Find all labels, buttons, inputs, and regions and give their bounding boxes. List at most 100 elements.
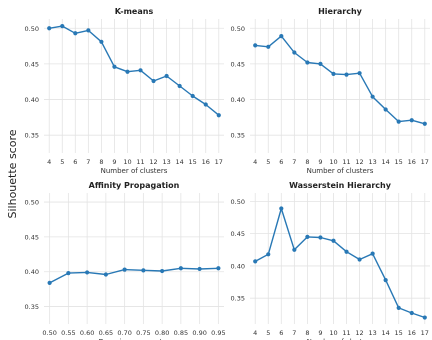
x-tick-label: 12: [149, 158, 157, 166]
figure-y-axis-label: Silhouette score: [6, 129, 19, 218]
data-point: [253, 259, 258, 264]
y-tick-label: 0.50: [25, 25, 39, 33]
data-point: [383, 278, 388, 283]
x-tick-label: 7: [292, 158, 296, 166]
x-tick-label: 0.85: [174, 329, 188, 337]
data-point: [292, 247, 297, 252]
data-point: [266, 252, 271, 257]
data-point: [396, 305, 401, 310]
x-axis-label: Number of clusters: [101, 167, 168, 175]
y-tick-label: 0.45: [25, 60, 39, 68]
x-tick-label: 4: [253, 329, 257, 337]
subplot-affinity-propagation: 0.50 0.55 0.60 0.65 0.70 0.75 0.80 0.85 0.90 0.95…: [25, 181, 226, 340]
subplot-panels: 4 5 6 7 8 9 10 11 12 13 14 15 16 17 0.35 0.40 0.45 0.50 K-…: [25, 7, 430, 340]
data-point: [160, 268, 165, 274]
x-tick-label: 0.60: [80, 329, 94, 337]
y-tick-label: 0.35: [25, 303, 39, 311]
x-tick-label: 10: [329, 329, 337, 337]
data-point: [422, 121, 427, 126]
subplot-kmeans: 4 5 6 7 8 9 10 11 12 13 14 15 16 17 0.35 0.40 0.45 0.50 K-…: [25, 7, 224, 175]
x-tick-label: 12: [355, 329, 363, 337]
y-tick-label: 0.40: [231, 262, 245, 270]
x-tick-label: 0.55: [61, 329, 75, 337]
data-point: [103, 272, 108, 277]
data-point: [422, 315, 427, 320]
data-point: [47, 26, 52, 31]
data-point: [73, 31, 78, 36]
data-point: [305, 60, 310, 65]
x-axis-label: Number of clusters: [307, 167, 374, 175]
x-tick-label: 0.95: [211, 329, 225, 337]
x-tick-label: 5: [266, 329, 270, 337]
data-point: [122, 267, 127, 272]
series-line: [254, 207, 426, 319]
data-point: [85, 270, 90, 275]
subplot-wasserstein-hierarchy: 4 5 6 7 8 9 10 11 12 13 14 15 16 17 0.35 0.40 0.45 0.50 Wa…: [231, 181, 430, 340]
x-tick-label: 6: [279, 329, 283, 337]
data-point: [141, 268, 146, 273]
x-tick-label: 16: [408, 158, 416, 166]
data-point: [138, 68, 143, 73]
series-line: [49, 267, 219, 284]
x-tick-label: 0.80: [155, 329, 169, 337]
data-point: [305, 234, 310, 239]
data-point: [177, 83, 182, 89]
x-tick-label: 0.90: [192, 329, 206, 337]
x-tick-label: 5: [60, 158, 64, 166]
x-tick-label: 17: [421, 329, 429, 337]
data-point: [383, 107, 388, 112]
data-point: [151, 78, 156, 84]
x-tick-label: 10: [123, 158, 131, 166]
y-tick-label: 0.50: [231, 198, 245, 206]
x-tick-label: 16: [408, 329, 416, 337]
data-point: [216, 266, 221, 271]
x-tick-label: 15: [189, 158, 197, 166]
data-point: [86, 28, 91, 33]
x-tick-label: 17: [215, 158, 223, 166]
x-tick-label: 13: [162, 158, 170, 166]
data-point: [266, 44, 271, 49]
x-tick-label: 9: [112, 158, 116, 166]
y-tick-label: 0.40: [25, 96, 39, 104]
x-tick-label: 7: [86, 158, 90, 166]
x-tick-label: 9: [318, 158, 322, 166]
data-point: [357, 71, 362, 76]
series-line: [49, 25, 220, 116]
data-point: [279, 206, 284, 211]
data-point: [279, 34, 284, 39]
x-tick-label: 12: [355, 158, 363, 166]
x-tick-label: 14: [176, 158, 184, 166]
x-tick-label: 8: [305, 329, 309, 337]
data-point: [318, 235, 323, 240]
data-point: [178, 266, 183, 271]
subplot-title: Wasserstein Hierarchy: [289, 181, 392, 190]
x-tick-label: 11: [342, 158, 350, 166]
y-tick-label: 0.45: [231, 60, 245, 68]
data-point: [203, 102, 208, 107]
x-tick-label: 17: [421, 158, 429, 166]
y-tick-label: 0.50: [231, 25, 245, 33]
data-point: [331, 71, 336, 76]
subplot-title: Hierarchy: [318, 7, 363, 16]
x-tick-label: 0.70: [117, 329, 131, 337]
y-tick-label: 0.35: [231, 132, 245, 140]
x-tick-label: 8: [99, 158, 103, 166]
data-point: [216, 113, 221, 118]
y-tick-label: 0.50: [25, 199, 39, 207]
y-tick-label: 0.35: [231, 295, 245, 303]
y-tick-label: 0.45: [25, 233, 39, 241]
x-tick-label: 13: [368, 158, 376, 166]
x-tick-label: 15: [395, 158, 403, 166]
y-tick-label: 0.40: [231, 96, 245, 104]
x-axis-label: Damping parameter: [99, 338, 170, 340]
data-point: [357, 257, 362, 262]
data-point: [190, 93, 195, 99]
data-point: [125, 69, 130, 74]
x-tick-label: 6: [73, 158, 77, 166]
x-tick-label: 11: [342, 329, 350, 337]
data-point: [344, 72, 349, 77]
x-tick-label: 0.65: [99, 329, 113, 337]
x-tick-label: 5: [266, 158, 270, 166]
x-tick-label: 4: [47, 158, 51, 166]
